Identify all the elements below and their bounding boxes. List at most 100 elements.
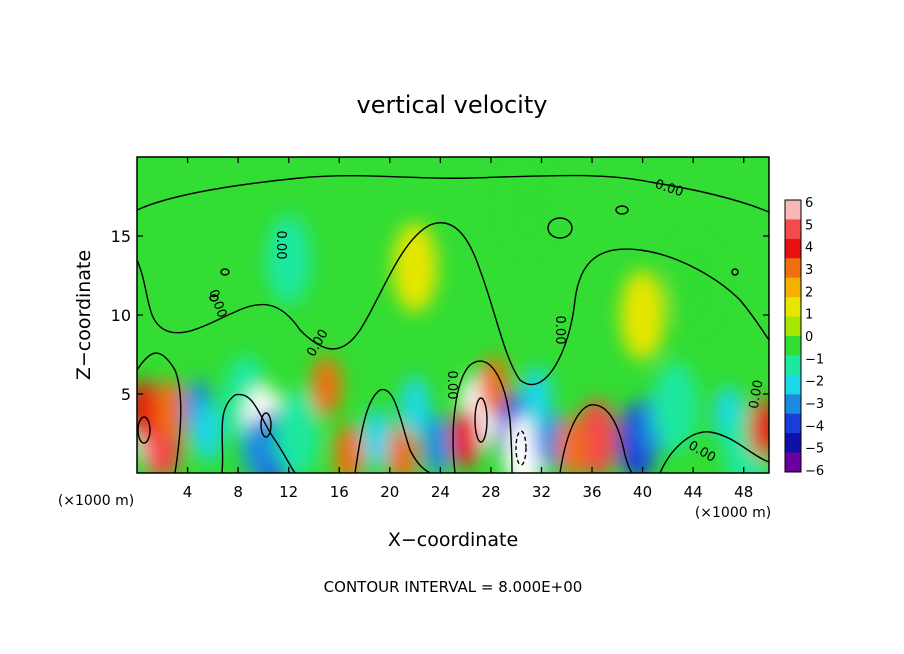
x-tick-label: 32 (532, 483, 551, 501)
colorbar-swatch (785, 297, 801, 318)
x-tick-label: 48 (734, 483, 753, 501)
colorbar-tick-label: −2 (805, 375, 824, 390)
heatmap-cell (620, 270, 666, 360)
heatmap-cell (311, 356, 342, 417)
contour-line (221, 393, 296, 473)
heatmap-cell (273, 388, 319, 473)
contour-line (547, 217, 573, 239)
heatmap-cell (154, 379, 185, 440)
colorbar-swatch (785, 238, 801, 259)
x-tick-label: 8 (233, 483, 243, 501)
plot-area: 0.000.000.00 0.000.000.000.000.00 (136, 156, 770, 474)
contour-line (137, 416, 151, 444)
colorbar-tick-label: 4 (805, 241, 813, 256)
x-unit-right: (×1000 m) (695, 505, 771, 521)
heatmap-cell (387, 424, 418, 473)
heatmap-cell (670, 238, 716, 329)
contour-line (474, 397, 488, 443)
colorbar-tick-label: 0 (805, 330, 813, 345)
contour-line (731, 268, 739, 276)
colorbar-swatch (785, 219, 801, 240)
contour-line (137, 222, 769, 386)
heatmap-cell (504, 415, 544, 473)
x-tick-label: 24 (431, 483, 450, 501)
zero-contours (137, 174, 769, 473)
heatmap-cell (556, 417, 587, 473)
colorbar-swatch (785, 433, 801, 454)
heatmap-cell (334, 424, 365, 473)
heatmap-cell (137, 379, 160, 440)
colorbar-swatch (785, 258, 801, 279)
heatmap-cell (748, 398, 769, 459)
x-tick-label: 40 (633, 483, 652, 501)
x-tick-label: 4 (183, 483, 193, 501)
x-axis: 4 8 12 16 20 24 28 32 36 40 44 48 (183, 157, 753, 501)
heatmap-cell (192, 401, 223, 462)
contour-label: 0.00 (552, 316, 567, 345)
x-tick-label: 36 (582, 483, 601, 501)
colorbar-tick-label: 5 (805, 218, 813, 233)
heatmap-cell (521, 367, 552, 428)
colorbar-swatch (785, 336, 801, 356)
colorbar-tick-label: 6 (805, 196, 813, 211)
colorbar-tick-label: 2 (805, 285, 813, 300)
x-axis-label: X−coordinate (388, 529, 518, 551)
heatmap-cell (478, 356, 509, 417)
colorbar-swatch (785, 316, 801, 337)
contour-line (615, 205, 629, 215)
x-unit-left: (×1000 m) (58, 493, 134, 509)
colorbar-tick-label: 1 (805, 308, 813, 323)
contour-line (559, 404, 633, 473)
contour-label: 0.00 (747, 379, 767, 410)
contour-line (209, 294, 219, 302)
x-tick-label: 28 (481, 483, 500, 501)
colorbar-tick-label: −6 (805, 464, 824, 479)
heatmap-cell (242, 419, 273, 473)
colorbar-swatch (785, 452, 801, 473)
y-axis-label: Z−coordinate (73, 250, 95, 380)
colorbar-swatch (785, 413, 801, 434)
contour-label: 0.00 (273, 231, 288, 260)
heatmap-cell (506, 159, 552, 250)
contour-line (354, 388, 431, 473)
heatmap-cell (450, 408, 481, 469)
colorbar: 6 5 4 3 2 1 0 −1 −2 −3 −4 −5 −6 (784, 196, 824, 479)
colorbar-tick-label: −1 (805, 352, 824, 367)
contour-line (220, 268, 230, 276)
x-tick-label: 16 (330, 483, 349, 501)
contour-line (659, 431, 769, 473)
x-tick-label: 44 (684, 483, 703, 501)
heatmap-cell (652, 361, 698, 452)
y-tick-label: 5 (121, 385, 131, 404)
colorbar-swatch (785, 200, 801, 220)
chart-title: vertical velocity (357, 91, 548, 119)
contour-line (137, 174, 769, 213)
colorbar-swatch (785, 355, 801, 376)
heatmap-cell (577, 399, 617, 473)
heatmap-cell (392, 222, 438, 313)
colorbar-swatch (785, 394, 801, 415)
contour-line (260, 412, 272, 438)
x-tick-label: 12 (279, 483, 298, 501)
heatmap-cell (400, 376, 431, 437)
y-tick-label: 10 (111, 306, 131, 325)
colorbar-frame (784, 199, 802, 473)
colorbar-tick-label: −4 (805, 419, 824, 434)
contour-interval-text: CONTOUR INTERVAL = 8.000E+00 (324, 578, 583, 596)
contour-line (452, 360, 513, 473)
y-axis: 5 10 15 (111, 227, 769, 404)
colorbar-swatch (785, 277, 801, 298)
heatmap-cell (422, 414, 453, 473)
colorbar-tick-label: −5 (805, 442, 824, 457)
heatmap-cell (266, 214, 312, 305)
colorbar-swatch (785, 374, 801, 395)
contour-line (137, 352, 182, 473)
colorbar-tick-label: −3 (805, 397, 824, 412)
contour-label: 0.00 (444, 371, 459, 400)
x-tick-label: 20 (380, 483, 399, 501)
contour-line (515, 430, 527, 466)
heatmap-cell (362, 408, 393, 469)
colorbar-tick-label: 3 (805, 263, 813, 278)
y-tick-label: 15 (111, 227, 131, 246)
